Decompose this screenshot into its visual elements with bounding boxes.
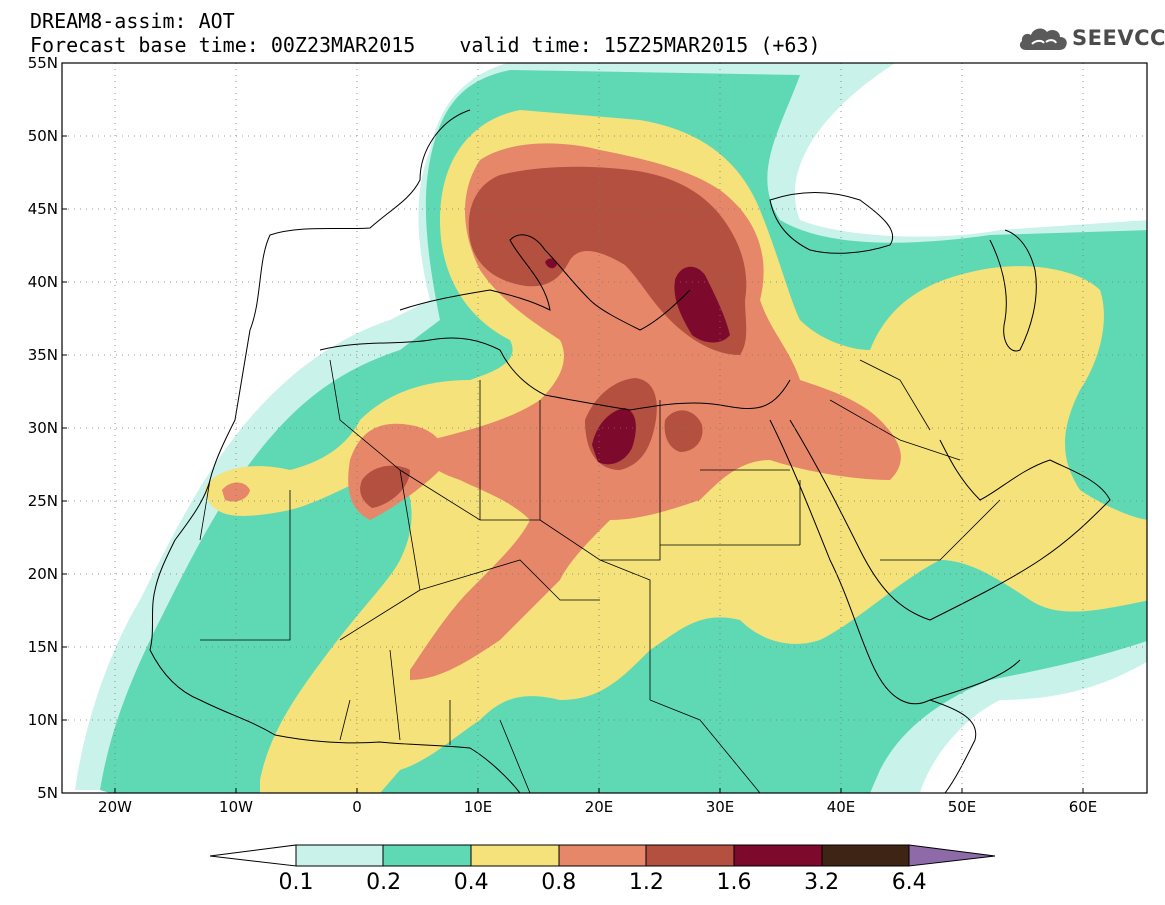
- lat-label: 20N: [28, 565, 58, 583]
- colorbar-label: 1.6: [716, 870, 752, 895]
- lat-labels: 55N 50N 45N 40N 35N 30N 25N 20N 15N 10N 5N: [28, 54, 67, 802]
- coastline-caspian: [989, 229, 1037, 352]
- lat-label: 30N: [28, 419, 58, 437]
- gridlines: [62, 63, 1147, 793]
- aot-band-1.6: [674, 266, 730, 343]
- lat-label: 35N: [28, 346, 58, 364]
- coastline-north-africa: [149, 329, 521, 793]
- aot-band-1.2: [360, 465, 410, 508]
- aot-band-1.2: [664, 410, 703, 452]
- base-time-label: Forecast base time: 00Z23MAR2015: [30, 33, 416, 57]
- colorbar-label: 0.1: [278, 870, 314, 895]
- aot-band-1.6: [545, 258, 557, 269]
- colorbar-seg-4: [558, 844, 647, 867]
- colorbar-label: 6.4: [891, 870, 927, 895]
- lon-labels: 20W 10W 0 10E 20E 30E 40E 50E 60E: [98, 788, 1097, 816]
- colorbar-seg-3: [470, 844, 560, 867]
- lat-label: 5N: [37, 784, 58, 802]
- plot-title: DREAM8-assim: AOT: [30, 9, 235, 33]
- lat-label: 50N: [28, 127, 58, 145]
- colorbar: [209, 844, 996, 867]
- colorbar-seg-6: [733, 844, 823, 867]
- lat-label: 55N: [28, 54, 58, 72]
- aot-band-1.2: [468, 166, 747, 355]
- lon-label: 20E: [585, 798, 614, 816]
- lat-label: 25N: [28, 492, 58, 510]
- aot-band-0.8: [222, 482, 250, 502]
- logo-text: SEEVCCC: [1072, 26, 1165, 50]
- plot-times: Forecast base time: 00Z23MAR2015 valid ti…: [30, 34, 821, 56]
- lon-label: 60E: [1069, 798, 1098, 816]
- lat-label: 10N: [28, 711, 58, 729]
- lon-label: 10W: [219, 798, 253, 816]
- lon-label: 50E: [948, 798, 977, 816]
- colorbar-seg-1: [295, 844, 384, 867]
- cloud-icon: [1019, 28, 1067, 50]
- colorbar-label: 0.2: [366, 870, 402, 895]
- seevccc-logo: SEEVCCC: [1018, 22, 1165, 56]
- lon-label: 10E: [464, 798, 493, 816]
- coastline-europe: [249, 109, 691, 331]
- coastline-horn: [929, 699, 977, 793]
- valid-time-label: valid time: 15Z25MAR2015 (+63): [459, 33, 821, 57]
- colorbar-seg-2: [382, 844, 472, 867]
- lon-label: 40E: [827, 798, 856, 816]
- colorbar-label: 3.2: [804, 870, 840, 895]
- lon-label: 30E: [706, 798, 735, 816]
- coastline-red-sea: [769, 419, 1021, 705]
- lon-label: 0: [352, 798, 362, 816]
- colorbar-label: 0.4: [453, 870, 489, 895]
- lon-label: 20W: [98, 798, 132, 816]
- colorbar-seg-above: [908, 844, 996, 867]
- colorbar-seg-5: [645, 844, 735, 867]
- coastline-arabia: [789, 419, 1111, 621]
- coastline-black-sea: [769, 192, 894, 254]
- colorbar-seg-7: [821, 844, 910, 867]
- lat-label: 45N: [28, 200, 58, 218]
- lat-label: 40N: [28, 273, 58, 291]
- lat-label: 15N: [28, 638, 58, 656]
- aot-band-1.6: [592, 408, 636, 465]
- colorbar-label: 0.8: [541, 870, 577, 895]
- colorbar-seg-below: [209, 844, 297, 867]
- aot-field: [75, 63, 1147, 793]
- border-lines: [199, 359, 1001, 793]
- colorbar-label: 1.2: [628, 870, 664, 895]
